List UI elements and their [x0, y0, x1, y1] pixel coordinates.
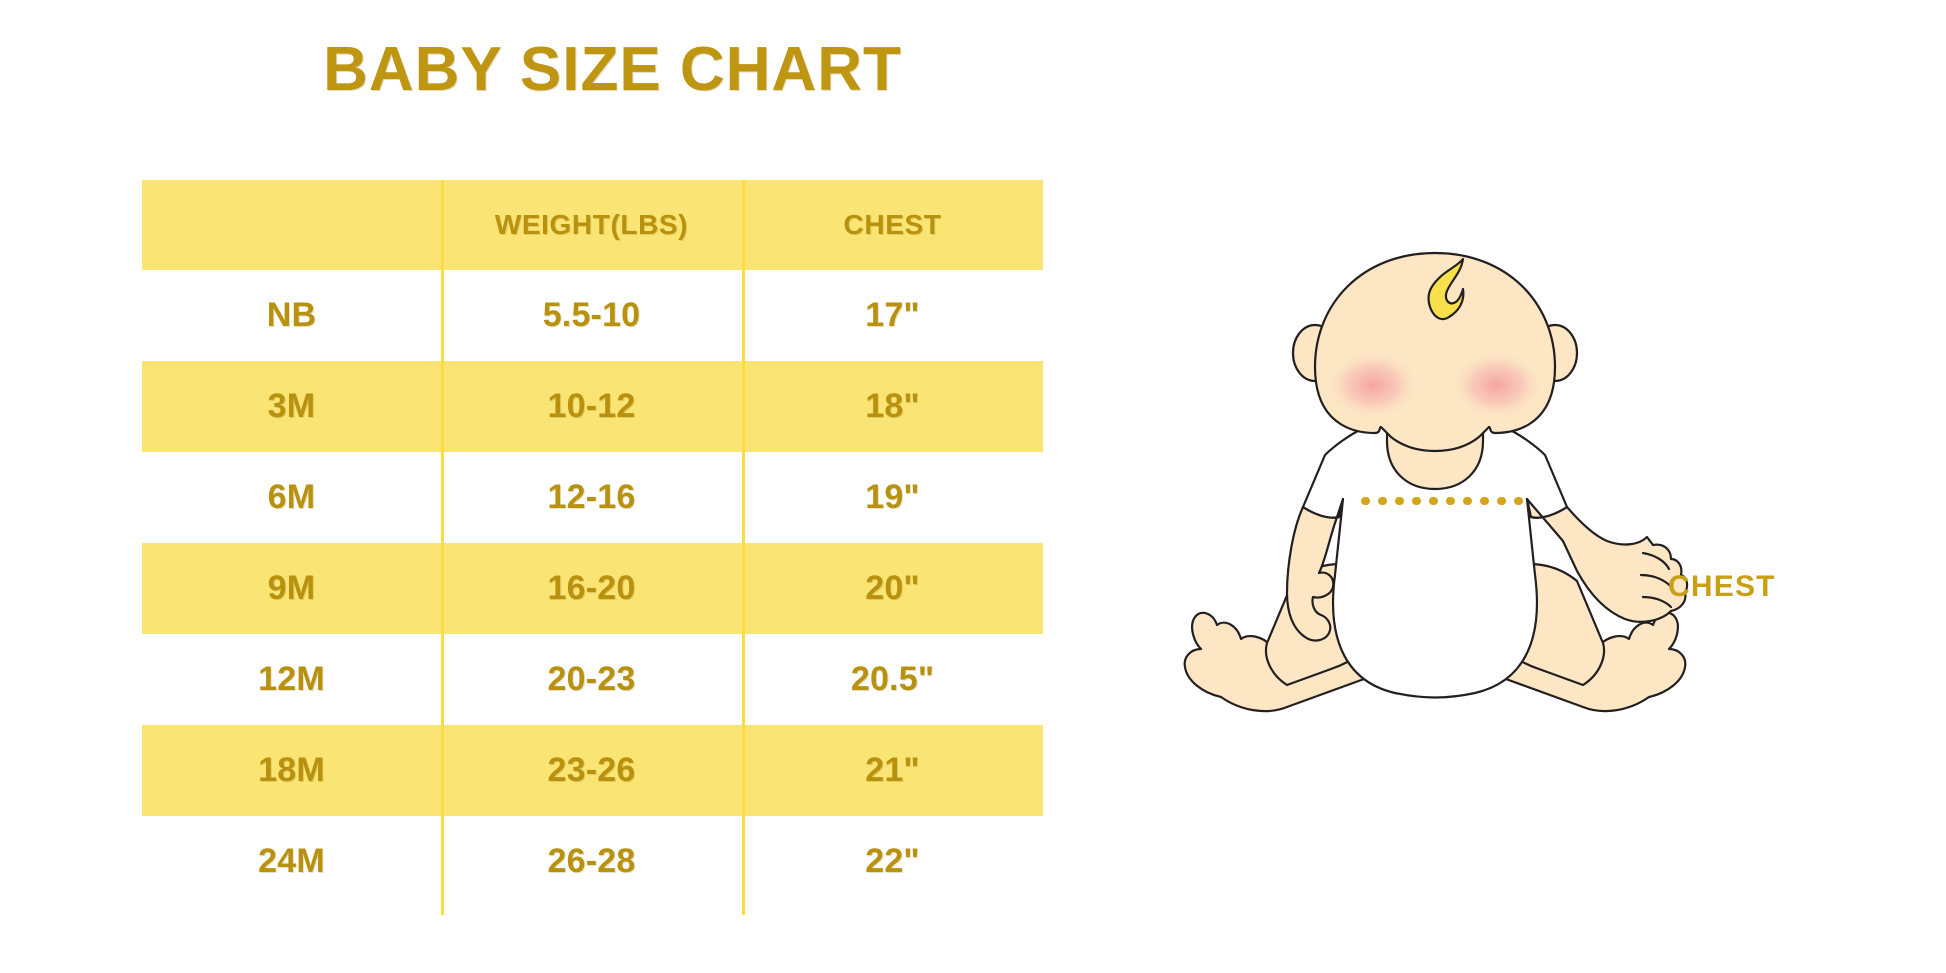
cell-weight: 23-26: [547, 751, 636, 789]
cell-weight: 12-16: [547, 478, 636, 516]
table-row: NB 5.5-10 17": [142, 270, 1043, 361]
baby-illustration: [1175, 245, 1695, 805]
chest-measure-label: CHEST: [1668, 570, 1776, 603]
cell-chest: 19": [865, 478, 920, 516]
cell-chest: 18": [865, 387, 920, 425]
cell-weight: 10-12: [547, 387, 636, 425]
baby-right-arm: [1525, 497, 1689, 623]
cell-size: 24M: [258, 842, 325, 880]
cell-chest: 17": [865, 296, 920, 334]
table-row: 12M 20-23 20.5": [142, 634, 1043, 725]
cell-chest: 22": [865, 842, 920, 880]
cell-size: 3M: [267, 387, 316, 425]
table-row: 24M 26-28 22": [142, 816, 1043, 907]
cell-chest: 21": [865, 751, 920, 789]
cell-size: 9M: [267, 569, 316, 607]
cell-size: 18M: [258, 751, 325, 789]
cell-weight: 16-20: [547, 569, 636, 607]
page-title: BABY SIZE CHART: [323, 35, 902, 104]
column-divider-1: [441, 180, 444, 915]
table-header-row: WEIGHT(LBS) CHEST: [142, 180, 1043, 270]
cell-weight: 26-28: [547, 842, 636, 880]
header-cell-size: [142, 180, 441, 270]
column-divider-2: [742, 180, 745, 915]
baby-blush-left: [1327, 351, 1419, 419]
header-cell-chest: CHEST: [843, 209, 942, 240]
baby-left-arm: [1285, 497, 1345, 642]
cell-size: 12M: [258, 660, 325, 698]
size-chart-table: WEIGHT(LBS) CHEST NB 5.5-10 17" 3M 10-12…: [142, 180, 1043, 915]
cell-chest: 20": [865, 569, 920, 607]
table-row: 3M 10-12 18": [142, 361, 1043, 452]
cell-weight: 20-23: [547, 660, 636, 698]
cell-chest: 20.5": [850, 660, 935, 698]
cell-size: NB: [266, 296, 317, 334]
table-row: 6M 12-16 19": [142, 452, 1043, 543]
table-row: 18M 23-26 21": [142, 725, 1043, 816]
header-cell-weight: WEIGHT(LBS): [494, 209, 689, 240]
baby-blush-right: [1451, 351, 1543, 419]
table-row: 9M 16-20 20": [142, 543, 1043, 634]
baby-hair-curl: [1427, 257, 1465, 321]
cell-weight: 5.5-10: [542, 296, 641, 334]
cell-size: 6M: [267, 478, 316, 516]
